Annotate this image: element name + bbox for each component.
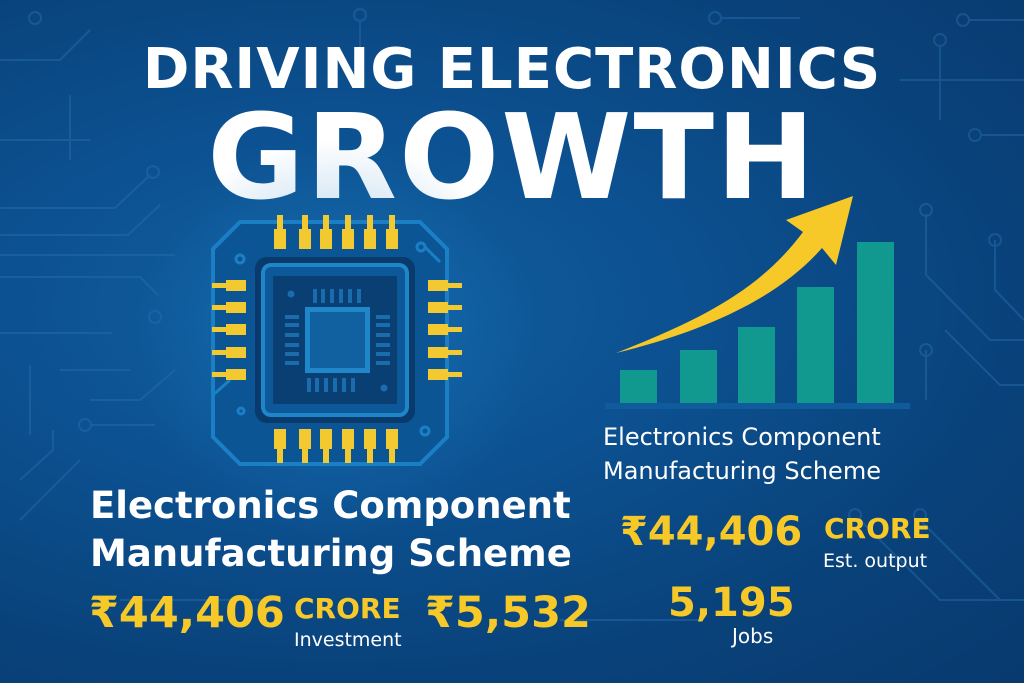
- right-title-line-2: Manufacturing Scheme: [603, 457, 881, 485]
- left-second-value: ₹5,532: [425, 588, 591, 638]
- right-title-line-1: Electronics Component: [603, 423, 881, 451]
- right-scheme-title: Electronics Component Manufacturing Sche…: [603, 420, 881, 488]
- left-investment-label: Investment: [294, 629, 402, 651]
- right-jobs-value: 5,195: [668, 580, 795, 626]
- right-output-unit: CRORE: [824, 512, 931, 545]
- left-title-line-1: Electronics Component: [90, 484, 571, 527]
- right-jobs-label: Jobs: [732, 624, 774, 648]
- left-investment-unit: CRORE: [294, 592, 401, 625]
- left-scheme-title: Electronics Component Manufacturing Sche…: [90, 482, 572, 578]
- left-title-line-2: Manufacturing Scheme: [90, 532, 572, 575]
- left-investment-value: ₹44,406: [89, 588, 285, 638]
- right-output-label: Est. output: [823, 550, 928, 572]
- right-output-value: ₹44,406: [620, 509, 803, 555]
- headline-line-1: DRIVING ELECTRONICS: [142, 37, 882, 102]
